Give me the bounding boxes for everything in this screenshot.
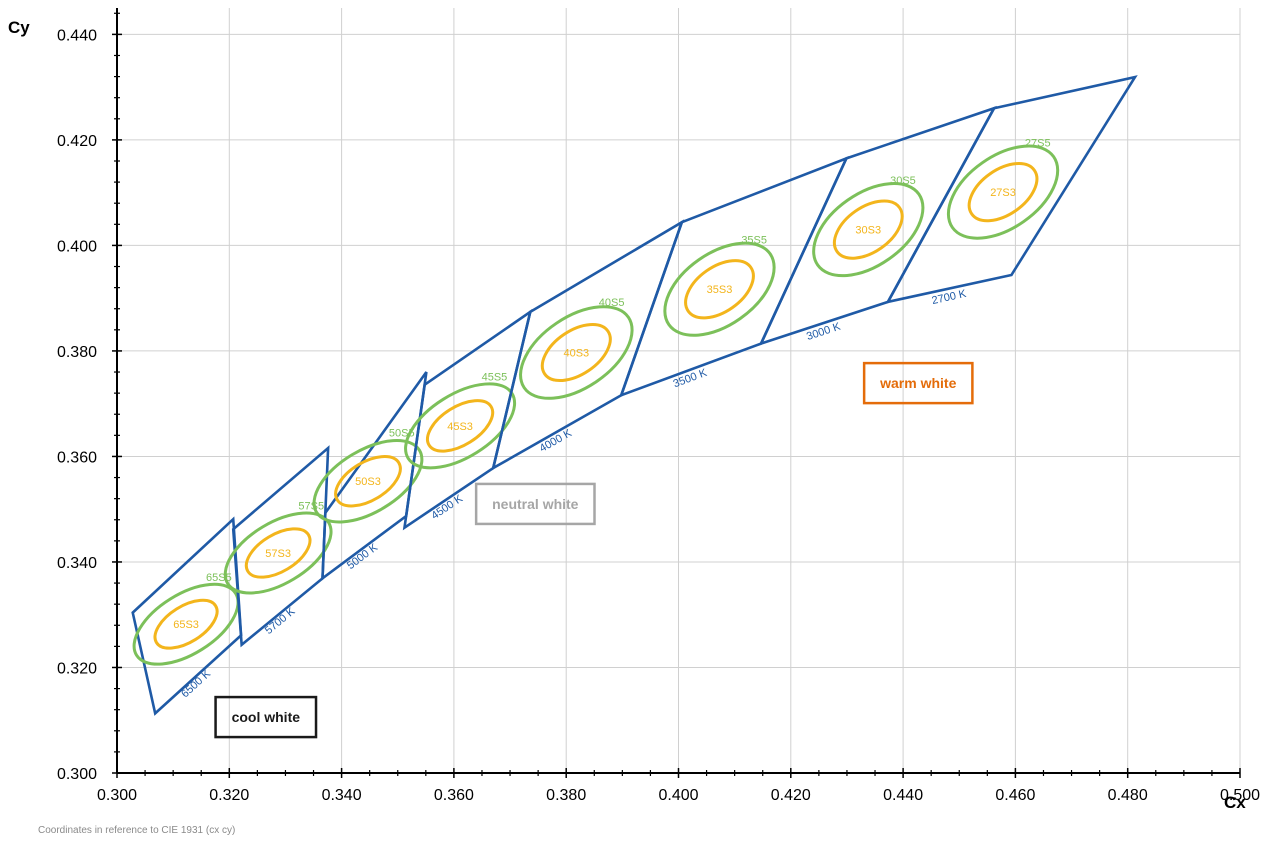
y-tick-label: 0.320 [57,660,97,677]
bin-quad-35s3 [619,155,849,398]
ellipse-s3-27s3 [967,162,1039,223]
ellipse-s3-50s3 [334,455,402,508]
label-s3-45s3: 45S3 [447,421,473,433]
y-tick-label: 0.380 [57,344,97,361]
y-tick-label: 0.400 [57,238,97,255]
ellipse-s5-35s3 [663,241,776,337]
label-s5-57s3: 57S5 [298,500,324,512]
ellipse-s5-57s3 [223,511,333,595]
ellipse-s5-40s3 [519,305,634,400]
label-s3-27s3: 27S3 [990,187,1016,199]
label-s3-40s3: 40S3 [563,348,589,360]
label-s3-57s3: 57S3 [265,548,291,560]
region-box-neutral-white [474,482,596,526]
x-tick-label: 0.460 [995,787,1035,804]
region-label-warm-white: warm white [879,375,956,391]
label-s5-27s3: 27S5 [1025,137,1051,149]
label-s5-45s3: 45S5 [482,371,508,383]
label-s3-65s3: 65S3 [173,619,199,631]
x-tick-label: 0.340 [322,787,362,804]
y-tick-label: 0.440 [57,27,97,44]
x-tick-label: 0.400 [658,787,698,804]
y-tick-label: 0.420 [57,133,97,150]
label-s3-35s3: 35S3 [707,284,733,296]
y-tick-label: 0.360 [57,449,97,466]
label-s3-50s3: 50S3 [355,476,381,488]
label-s5-30s3: 30S5 [890,175,916,187]
label-cct-65s3: 6500 K [179,668,213,701]
label-s5-35s3: 35S5 [741,234,767,246]
ellipse-s3-35s3 [684,259,755,320]
grid [117,8,1241,773]
x-tick-label: 0.360 [434,787,474,804]
x-tick-label: 0.320 [209,787,249,804]
region-label-cool-white: cool white [232,709,301,725]
bin-quad-27s3 [885,75,1138,304]
ellipse-s3-45s3 [426,399,495,453]
x-tick-label: 0.380 [546,787,586,804]
ellipse-s5-50s3 [312,439,424,524]
x-tick-label: 0.500 [1220,787,1260,804]
ellipse-s5-30s3 [812,182,925,278]
label-cct-57s3: 5700 K [263,605,298,637]
y-tick-label: 0.300 [57,766,97,783]
x-axis-title: Cx [1224,793,1246,812]
ellipse-s5-65s3 [132,582,240,666]
y-tick-label: 0.340 [57,555,97,572]
y-axis-title: Cy [8,18,30,37]
axis-labels: Cy Cx Coordinates in reference to CIE 19… [8,18,1246,836]
label-s5-40s3: 40S5 [599,297,625,309]
label-s3-30s3: 30S3 [855,225,881,237]
bin-quad-40s3 [491,219,685,471]
x-tick-label: 0.480 [1108,787,1148,804]
footnote: Coordinates in reference to CIE 1931 (cx… [38,825,235,836]
x-tick-label: 0.440 [883,787,923,804]
x-tick-label: 0.300 [97,787,137,804]
ellipse-s3-57s3 [244,527,312,579]
ellipse-s3-30s3 [832,199,904,260]
x-tick-label: 0.420 [771,787,811,804]
axes: 0.300 0.320 0.340 0.360 0.380 0.400 0.420 0.440… [57,8,1260,804]
region-box-cool-white [214,695,318,739]
ellipse-s3-65s3 [153,598,219,650]
ellipse-s3-40s3 [540,322,612,383]
region-box-warm-white [862,361,974,405]
ellipse-s5-27s3 [946,144,1060,240]
region-label-neutral-white: neutral white [492,496,579,512]
